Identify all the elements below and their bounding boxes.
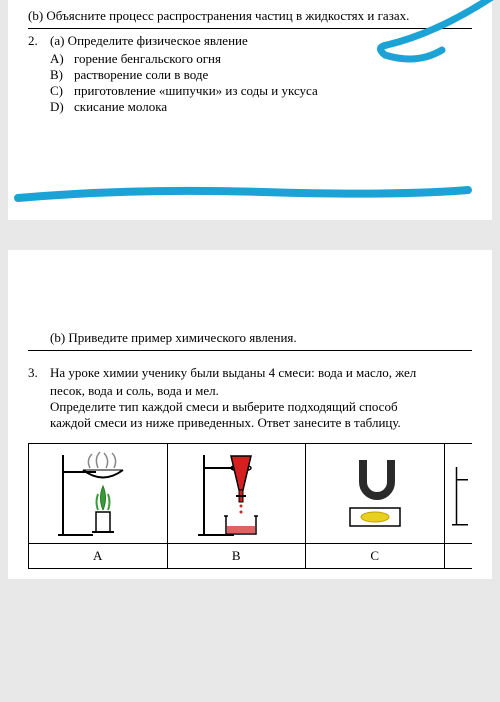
option-text: растворение соли в воде <box>74 67 208 83</box>
apparatus-label-D-partial <box>444 544 472 569</box>
question-number: 3. <box>28 365 50 381</box>
evaporation-setup-icon <box>33 449 163 539</box>
option-D: D) скисание молока <box>50 99 472 115</box>
annotation-underline-icon <box>13 180 473 210</box>
apparatus-label-A: A <box>29 544 168 569</box>
question-number: 2. <box>28 33 50 49</box>
option-text: горение бенгальского огня <box>74 51 221 67</box>
question-3: 3. На уроке химии ученику были выданы 4 … <box>28 365 472 381</box>
apparatus-cell-D-partial <box>444 444 472 544</box>
option-C: C) приготовление «шипучки» из соды и укс… <box>50 83 472 99</box>
apparatus-cell-B <box>167 444 306 544</box>
separating-funnel-icon <box>172 449 302 539</box>
apparatus-cell-A <box>29 444 168 544</box>
option-text: скисание молока <box>74 99 167 115</box>
stand-partial-icon <box>449 449 469 539</box>
option-letter: D) <box>50 99 74 115</box>
apparatus-label-C: C <box>306 544 445 569</box>
option-letter: C) <box>50 83 74 99</box>
apparatus-table: A B C <box>28 443 472 569</box>
question-text-line: каждой смеси из ниже приведенных. Ответ … <box>50 415 472 431</box>
question-text-line: Определите тип каждой смеси и выберите п… <box>50 399 472 415</box>
question-1b: (b) Объясните процесс распространения ча… <box>28 8 472 24</box>
divider <box>28 28 472 29</box>
option-letter: A) <box>50 51 74 67</box>
option-A: A) горение бенгальского огня <box>50 51 472 67</box>
question-text-line: На уроке химии ученику были выданы 4 сме… <box>50 365 472 381</box>
question-2b: (b) Приведите пример химического явления… <box>50 330 472 346</box>
page-2: (b) Приведите пример химического явления… <box>8 250 492 579</box>
apparatus-label-B: B <box>167 544 306 569</box>
option-text: приготовление «шипучки» из соды и уксуса <box>74 83 318 99</box>
option-letter: B) <box>50 67 74 83</box>
question-text-line: песок, вода и соль, вода и мел. <box>50 383 472 399</box>
question-2: 2. (a) Определите физическое явление <box>28 33 472 49</box>
divider <box>28 350 472 351</box>
question-prompt: (a) Определите физическое явление <box>50 33 472 49</box>
apparatus-cell-C <box>306 444 445 544</box>
option-B: B) растворение соли в воде <box>50 67 472 83</box>
page-1: (b) Объясните процесс распространения ча… <box>8 0 492 220</box>
magnet-separation-icon <box>310 449 440 539</box>
